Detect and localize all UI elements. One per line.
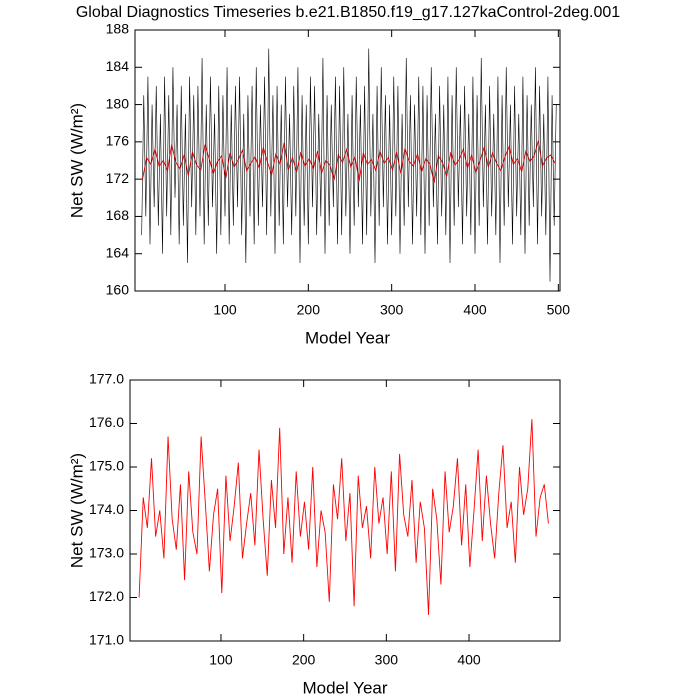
x-tick-label: 400 <box>463 302 487 318</box>
y-tick-label: 171.0 <box>89 632 124 648</box>
chart-title: Global Diagnostics Timeseries b.e21.B185… <box>76 4 620 21</box>
y-tick-label: 175.0 <box>89 458 124 474</box>
x-tick-label: 100 <box>213 302 237 318</box>
x-tick-label: 400 <box>457 652 481 668</box>
y-tick-label: 160 <box>106 282 130 298</box>
x-tick-label: 100 <box>209 652 233 668</box>
x-axis-label: Model Year <box>302 678 387 697</box>
y-tick-label: 164 <box>106 244 130 260</box>
y-tick-label: 168 <box>106 207 130 223</box>
y-tick-label: 188 <box>106 21 130 37</box>
y-tick-label: 174.0 <box>89 501 124 517</box>
y-axis-label: Net SW (W/m²) <box>67 453 86 568</box>
plot-frame <box>134 29 561 292</box>
x-tick-label: 300 <box>375 652 399 668</box>
y-axis-label: Net SW (W/m²) <box>67 103 86 218</box>
y-tick-label: 184 <box>106 58 130 74</box>
x-tick-label: 200 <box>297 302 321 318</box>
line-series <box>138 419 549 615</box>
y-tick-label: 173.0 <box>89 545 124 561</box>
y-tick-label: 180 <box>106 95 130 111</box>
y-tick-label: 177.0 <box>89 371 124 387</box>
y-tick-label: 176.0 <box>89 414 124 430</box>
y-tick-label: 172 <box>106 170 130 186</box>
x-tick-label: 200 <box>292 652 316 668</box>
line-series <box>141 48 557 282</box>
x-axis-label: Model Year <box>305 328 390 347</box>
x-tick-label: 300 <box>380 302 404 318</box>
y-tick-label: 172.0 <box>89 588 124 604</box>
x-tick-label: 500 <box>547 302 571 318</box>
line-series <box>142 140 556 183</box>
y-tick-label: 176 <box>106 133 130 149</box>
